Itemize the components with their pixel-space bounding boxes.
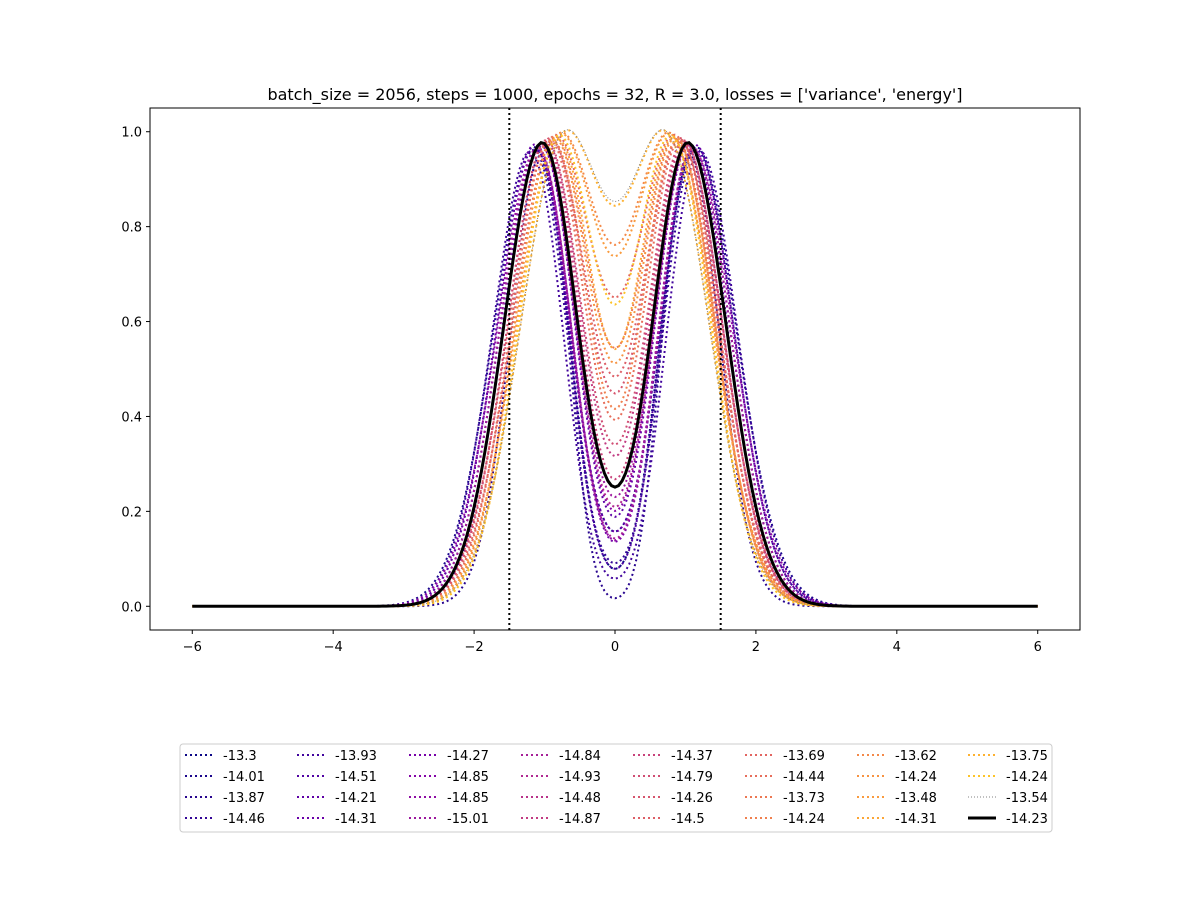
y-axis-ticks: 0.0 0.2 0.4 0.6 0.8 1.0: [121, 126, 150, 615]
series-line-32: [192, 141, 1038, 608]
legend-label: -14.31: [895, 812, 937, 827]
legend-label: -14.87: [559, 812, 601, 827]
y-tick-label: 1.0: [121, 126, 142, 141]
legend-label: -14.46: [223, 812, 265, 827]
legend-label: -13.3: [223, 749, 257, 764]
legend-label: -13.69: [783, 749, 825, 764]
legend-box: [179, 743, 1053, 833]
legend-label: -14.23: [1006, 812, 1048, 827]
legend-label: -13.73: [783, 791, 825, 806]
y-tick-label: 0.6: [121, 316, 142, 331]
legend-label: -14.31: [335, 812, 377, 827]
legend-label: -14.85: [447, 791, 489, 806]
legend-label: -14.21: [335, 791, 377, 806]
legend-label: -14.24: [895, 770, 937, 785]
legend-label: -14.85: [447, 770, 489, 785]
legend-label: -14.5: [671, 812, 705, 827]
x-tick-label: 2: [752, 640, 760, 655]
legend-label: -14.84: [559, 749, 601, 764]
legend-label: -14.26: [671, 791, 713, 806]
legend-label: -14.24: [1006, 770, 1048, 785]
plot-lines: [192, 129, 1038, 608]
legend-label: -13.93: [335, 749, 377, 764]
legend-label: -13.75: [1006, 749, 1048, 764]
legend-label: -13.54: [1006, 791, 1048, 806]
x-tick-label: −2: [465, 640, 484, 655]
vertical-lines: [508, 108, 722, 630]
chart-title: batch_size = 2056, steps = 1000, epochs …: [267, 85, 962, 105]
legend-label: -14.44: [783, 770, 825, 785]
y-tick-label: 0.0: [121, 600, 142, 615]
legend-label: -13.87: [223, 791, 265, 806]
legend-label: -14.93: [559, 770, 601, 785]
x-tick-label: −6: [183, 640, 202, 655]
legend-label: -14.51: [335, 770, 377, 785]
y-tick-label: 0.2: [121, 505, 142, 520]
y-tick-label: 0.8: [121, 221, 142, 236]
x-tick-label: 0: [611, 640, 619, 655]
legend-label: -14.27: [447, 749, 489, 764]
x-axis-ticks: −6 −4 −2 0 2 4 6: [183, 630, 1042, 655]
legend-label: -15.01: [447, 812, 489, 827]
legend-label: -13.62: [895, 749, 937, 764]
legend-label: -14.48: [559, 791, 601, 806]
legend-label: -13.48: [895, 791, 937, 806]
legend-label: -14.37: [671, 749, 713, 764]
x-tick-label: 4: [893, 640, 901, 655]
legend: -13.3 -14.01 -13.87 -14.46 -13.93 -14.51 -14.2…: [179, 743, 1053, 833]
legend-label: -14.24: [783, 812, 825, 827]
legend-label: -14.01: [223, 770, 265, 785]
x-tick-label: −4: [324, 640, 343, 655]
x-tick-label: 6: [1034, 640, 1042, 655]
y-tick-label: 0.4: [121, 410, 142, 425]
legend-label: -14.79: [671, 770, 713, 785]
